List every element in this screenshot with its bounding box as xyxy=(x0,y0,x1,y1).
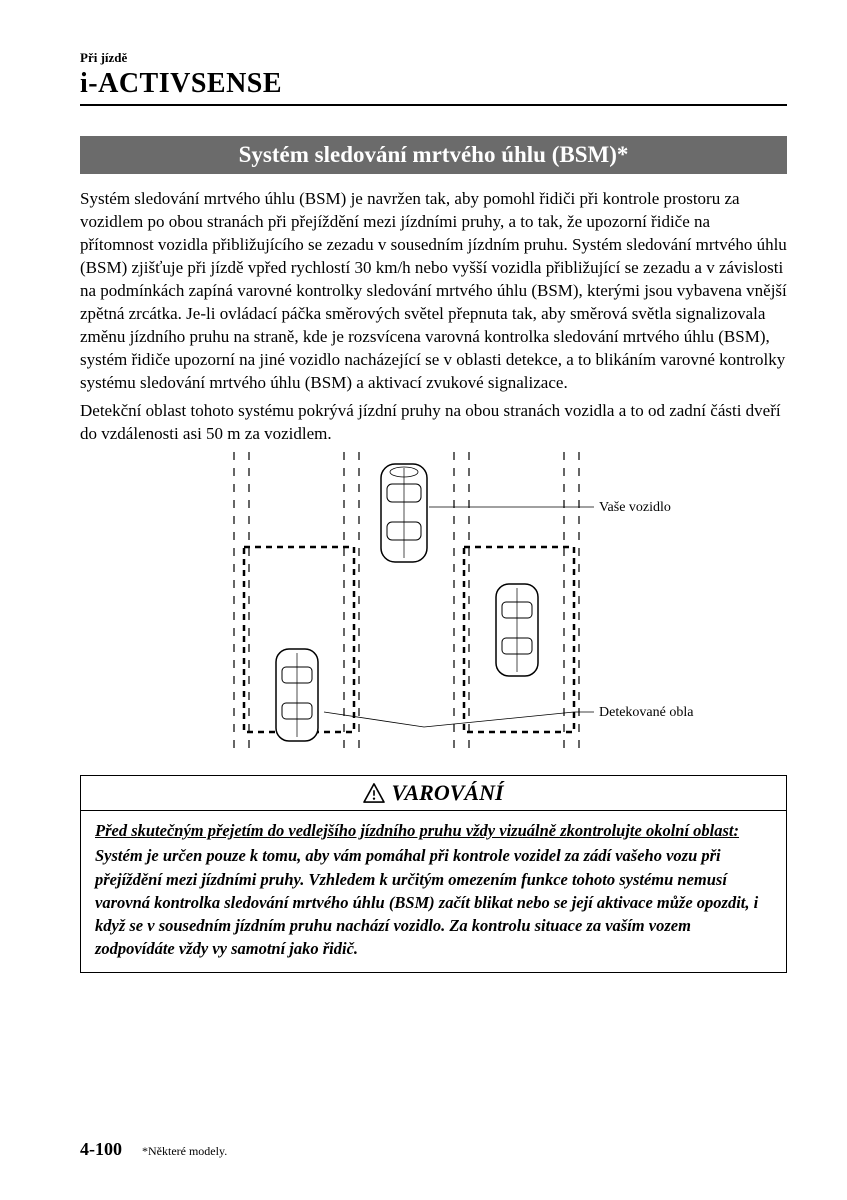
label-detected-areas: Detekované oblasti xyxy=(599,705,694,720)
warning-lead: Před skutečným přejetím do vedlejšího jí… xyxy=(95,819,772,842)
paragraph-1: Systém sledování mrtvého úhlu (BSM) je n… xyxy=(80,188,787,394)
page-header: Při jízdě i-ACTIVSENSE xyxy=(80,50,787,106)
leader-lines xyxy=(324,507,594,727)
your-vehicle-icon xyxy=(381,464,427,562)
bsm-diagram: Vaše vozidlo Detekované oblasti xyxy=(80,452,787,757)
label-your-vehicle: Vaše vozidlo xyxy=(599,500,671,515)
warning-title-row: VAROVÁNÍ xyxy=(81,776,786,811)
header-main: i-ACTIVSENSE xyxy=(80,68,787,106)
diagram-svg: Vaše vozidlo Detekované oblasti xyxy=(174,452,694,752)
detected-vehicle-left-icon xyxy=(276,649,318,741)
warning-box: VAROVÁNÍ Před skutečným přejetím do vedl… xyxy=(80,775,787,973)
header-small: Při jízdě xyxy=(80,50,787,66)
warning-body: Před skutečným přejetím do vedlejšího jí… xyxy=(81,811,786,972)
paragraph-2: Detekční oblast tohoto systému pokrývá j… xyxy=(80,400,787,446)
footnote: *Některé modely. xyxy=(142,1144,227,1159)
warning-title-text: VAROVÁNÍ xyxy=(391,780,503,806)
detected-vehicle-right-icon xyxy=(496,584,538,676)
page-footer: 4-100 *Některé modely. xyxy=(80,1139,787,1160)
warning-icon xyxy=(363,783,385,803)
section-title: Systém sledování mrtvého úhlu (BSM)* xyxy=(80,136,787,174)
warning-text: Systém je určen pouze k tomu, aby vám po… xyxy=(95,846,758,957)
page-number: 4-100 xyxy=(80,1139,122,1160)
